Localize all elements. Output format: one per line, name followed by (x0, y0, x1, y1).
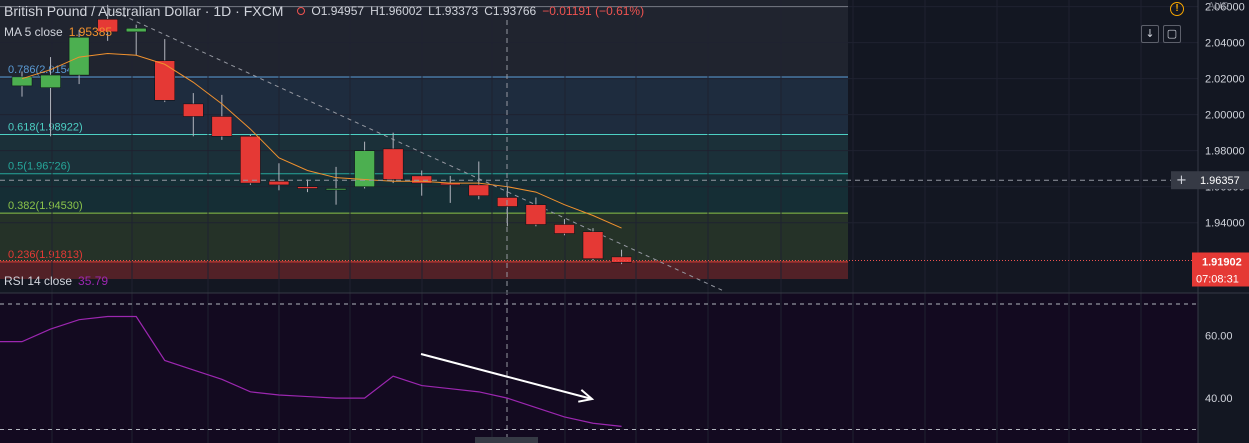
scroll-down-icon[interactable]: ↓ (1141, 25, 1159, 43)
candle-body (40, 74, 61, 88)
candle-body (240, 136, 261, 184)
countdown-label: 07:08:31 (1196, 273, 1239, 285)
candle-body (268, 181, 290, 186)
change-value: −0.01191 (−0.61%) (542, 4, 645, 18)
candle-body (554, 224, 575, 234)
fib-level-label: 0.786(2.01549) (8, 64, 83, 76)
candle-body (382, 148, 404, 180)
rsi-tick-label: 40.00 (1205, 393, 1233, 405)
high-value: H1.96002 (370, 4, 423, 18)
trendline (107, 8, 723, 291)
candle-body (97, 19, 118, 33)
symbol-title[interactable]: British Pound / Australian Dollar · 1D ·… (4, 3, 284, 19)
fib-level-label: 0.618(1.98922) (8, 121, 83, 133)
ma-value: 1.95385 (68, 25, 113, 39)
candle-body (468, 184, 490, 196)
currency-label: AUD (1208, 1, 1230, 12)
candle-body (611, 256, 632, 263)
crosshair-price-box (1171, 171, 1249, 190)
fib-level-label: 0.382(1.94530) (8, 200, 83, 212)
market-status-icon (297, 7, 306, 15)
fib-zone (0, 134, 848, 174)
rsi-legend[interactable]: RSI 14 close 35.79 (4, 274, 108, 288)
candle-body (11, 76, 33, 87)
last-price-label: 1.91902 (1202, 256, 1242, 268)
price-tick-label: 1.98000 (1205, 146, 1245, 158)
candle-body (183, 103, 204, 117)
candle-body (154, 60, 175, 101)
price-tick-label: 2.06000 (1205, 2, 1245, 14)
candle-body (354, 150, 375, 187)
rsi-label: RSI 14 close (4, 274, 73, 288)
rsi-value: 35.79 (78, 274, 109, 288)
price-tick-label: 1.94000 (1205, 218, 1245, 230)
rsi-line (0, 315, 622, 427)
symbol-name: British Pound / Australian Dollar (4, 3, 201, 19)
time-marker (475, 437, 538, 443)
price-axis-bg (1198, 0, 1249, 443)
candle-body (325, 188, 347, 191)
fib-zone (0, 213, 848, 262)
open-value: O1.94957 (311, 4, 365, 18)
alert-icon[interactable]: ! (1170, 2, 1184, 16)
ma-line (21, 52, 622, 229)
crosshair-plus-icon: + (1176, 173, 1187, 188)
candle-body (297, 186, 318, 189)
exchange-label: FXCM (243, 3, 284, 19)
fib-zone (0, 0, 848, 78)
candle-body (125, 28, 147, 33)
price-tick-label: 2.02000 (1205, 74, 1245, 86)
fib-zone (0, 77, 848, 135)
candle-body (411, 175, 432, 184)
divergence-arrow-head (578, 389, 595, 403)
chart-header: British Pound / Australian Dollar · 1D ·… (4, 1, 644, 21)
fib-level-label: 0.236(1.91813) (8, 249, 83, 261)
ma-legend[interactable]: MA 5 close 1.95385 (4, 25, 112, 39)
candle-body (582, 231, 604, 259)
last-price-box (1192, 252, 1249, 287)
chart-controls: ↓ ▢ (1141, 25, 1181, 43)
candle-body (525, 204, 547, 225)
candle-body (211, 116, 233, 137)
ma-label: MA 5 close (4, 25, 63, 39)
close-value: C1.93766 (484, 4, 537, 18)
low-value: L1.93373 (428, 4, 479, 18)
rsi-tick-label: 60.00 (1205, 330, 1233, 342)
price-tick-label: 2.00000 (1205, 110, 1245, 122)
interval-label: 1D (213, 3, 232, 19)
divergence-arrow-line (420, 353, 593, 400)
fib-zone (0, 261, 848, 280)
crosshair-price-label: 1.96357 (1200, 175, 1240, 187)
screenshot-icon[interactable]: ▢ (1163, 25, 1181, 43)
price-tick-label: 2.04000 (1205, 38, 1245, 50)
fib-level-label: 0.5(1.96726) (8, 161, 70, 173)
rsi-pane-bg (0, 293, 1198, 443)
